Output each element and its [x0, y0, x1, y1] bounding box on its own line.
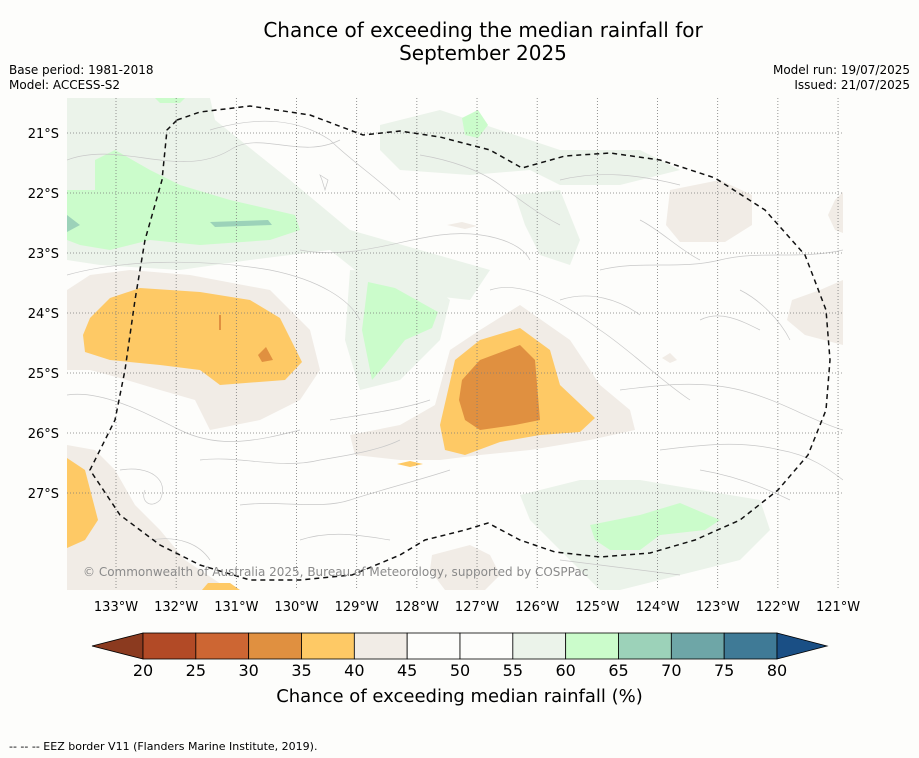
region-40-45-speck-east — [662, 353, 677, 363]
region-30-35-center — [459, 345, 540, 430]
region-40-45-south — [430, 545, 500, 590]
lat-tick-label: 25°S — [28, 367, 59, 382]
region-65-70-west-edge — [67, 215, 80, 232]
colorbar-tick: 50 — [450, 661, 470, 680]
colorbar-tick: 25 — [186, 661, 206, 680]
region-60-65-north-speck — [155, 98, 185, 103]
latitude-labels: 21°S 22°S 23°S 24°S 25°S 26°S 27°S — [28, 127, 59, 502]
lon-tick-label: 130°W — [274, 600, 318, 615]
region-60-65-central — [362, 282, 438, 380]
lon-tick-label: 125°W — [575, 600, 619, 615]
region-55-60-north — [67, 98, 490, 300]
colorbar-label: Chance of exceeding median rainfall (%) — [276, 686, 643, 707]
colorbar-segment — [142, 632, 197, 660]
colorbar-tick: 20 — [133, 661, 153, 680]
region-40-45-southwest — [67, 445, 230, 590]
colorbar-over-arrow — [776, 632, 829, 660]
model-run-date: Model run: 19/07/2025 — [772, 63, 910, 77]
region-60-65-southeast — [590, 503, 720, 550]
lon-tick-label: 131°W — [214, 600, 258, 615]
colorbar-tick-labels: 20 25 30 35 40 45 50 55 60 65 70 75 80 — [133, 661, 787, 680]
region-40-45-northeast — [666, 180, 752, 242]
title-line-1: Chance of exceeding the median rainfall … — [263, 18, 703, 42]
title-line-2: September 2025 — [399, 41, 567, 65]
colorbar-tick: 30 — [238, 661, 258, 680]
lat-tick-label: 22°S — [28, 187, 59, 202]
lon-tick-label: 124°W — [635, 600, 679, 615]
lat-tick-label: 27°S — [28, 487, 59, 502]
colorbar-tick: 55 — [503, 661, 523, 680]
region-35-40-south-edge — [202, 583, 240, 590]
colorbar-tick: 45 — [397, 661, 417, 680]
colorbar-tick: 35 — [291, 661, 311, 680]
colorbar-tick: 40 — [344, 661, 364, 680]
lon-tick-label: 133°W — [94, 600, 138, 615]
colorbar-tick: 65 — [608, 661, 628, 680]
colorbar-segment — [565, 632, 619, 660]
lon-tick-label: 129°W — [335, 600, 379, 615]
colorbar-segment — [670, 632, 725, 660]
lat-tick-label: 23°S — [28, 247, 59, 262]
lon-tick-label: 122°W — [756, 600, 800, 615]
lon-tick-label: 121°W — [816, 600, 860, 615]
colorbar-segment — [195, 632, 250, 660]
colorbar-segment — [618, 632, 672, 660]
colorbar-segment — [353, 632, 408, 660]
colorbar-segment — [512, 632, 567, 660]
colorbar-under-arrow — [91, 632, 144, 660]
rainfall-contours — [67, 98, 843, 590]
lon-tick-label: 127°W — [455, 600, 499, 615]
eez-footnote: -- -- -- EEZ border V11 (Flanders Marine… — [9, 740, 318, 753]
longitude-labels: 133°W 132°W 131°W 130°W 129°W 128°W 127°W 126°W… — [94, 600, 860, 615]
contour-lines — [67, 120, 843, 576]
lat-tick-label: 26°S — [28, 427, 59, 442]
colorbar-tick: 60 — [555, 661, 575, 680]
region-55-60-north-central — [380, 110, 680, 185]
region-40-45-east-edge-south — [787, 280, 843, 345]
colorbar-tick: 75 — [714, 661, 734, 680]
region-35-40-west — [83, 288, 302, 385]
colorbar-tick: 70 — [661, 661, 681, 680]
region-30-35-line-west — [219, 315, 221, 330]
lat-tick-label: 24°S — [28, 307, 59, 322]
colorbar-segment — [301, 632, 355, 660]
colorbar — [91, 632, 829, 660]
colorbar-segment — [723, 632, 778, 660]
region-55-60-east-tongue — [515, 190, 580, 265]
model-name: Model: ACCESS-S2 — [9, 78, 121, 92]
eez-border — [89, 105, 831, 581]
model-info: Base period: 1981-2018 Model: ACCESS-S2 — [9, 63, 154, 93]
region-65-70-strip — [210, 220, 272, 227]
region-30-35-speck-west — [258, 347, 273, 362]
lon-tick-label: 132°W — [154, 600, 198, 615]
lon-tick-label: 128°W — [395, 600, 439, 615]
region-40-45-speck — [447, 222, 477, 229]
region-35-40-southwest — [67, 458, 98, 548]
colorbar-segment — [248, 632, 302, 660]
lon-tick-label: 123°W — [696, 600, 740, 615]
lon-tick-label: 126°W — [515, 600, 559, 615]
region-40-45-east-edge-north — [828, 192, 843, 233]
lat-tick-label: 21°S — [28, 127, 59, 142]
region-35-40-speck-south — [397, 461, 423, 467]
colorbar-segment — [406, 632, 461, 660]
copyright-notice: © Commonwealth of Australia 2025, Bureau… — [83, 565, 589, 579]
region-60-65-north-central — [462, 110, 488, 138]
issued-date: Issued: 21/07/2025 — [794, 78, 910, 92]
base-period: Base period: 1981-2018 — [9, 63, 154, 77]
map-title: Chance of exceeding the median rainfall … — [0, 19, 919, 65]
colorbar-segment — [459, 632, 514, 660]
run-info: Model run: 19/07/2025 Issued: 21/07/2025 — [773, 63, 910, 93]
colorbar-tick: 80 — [767, 661, 787, 680]
